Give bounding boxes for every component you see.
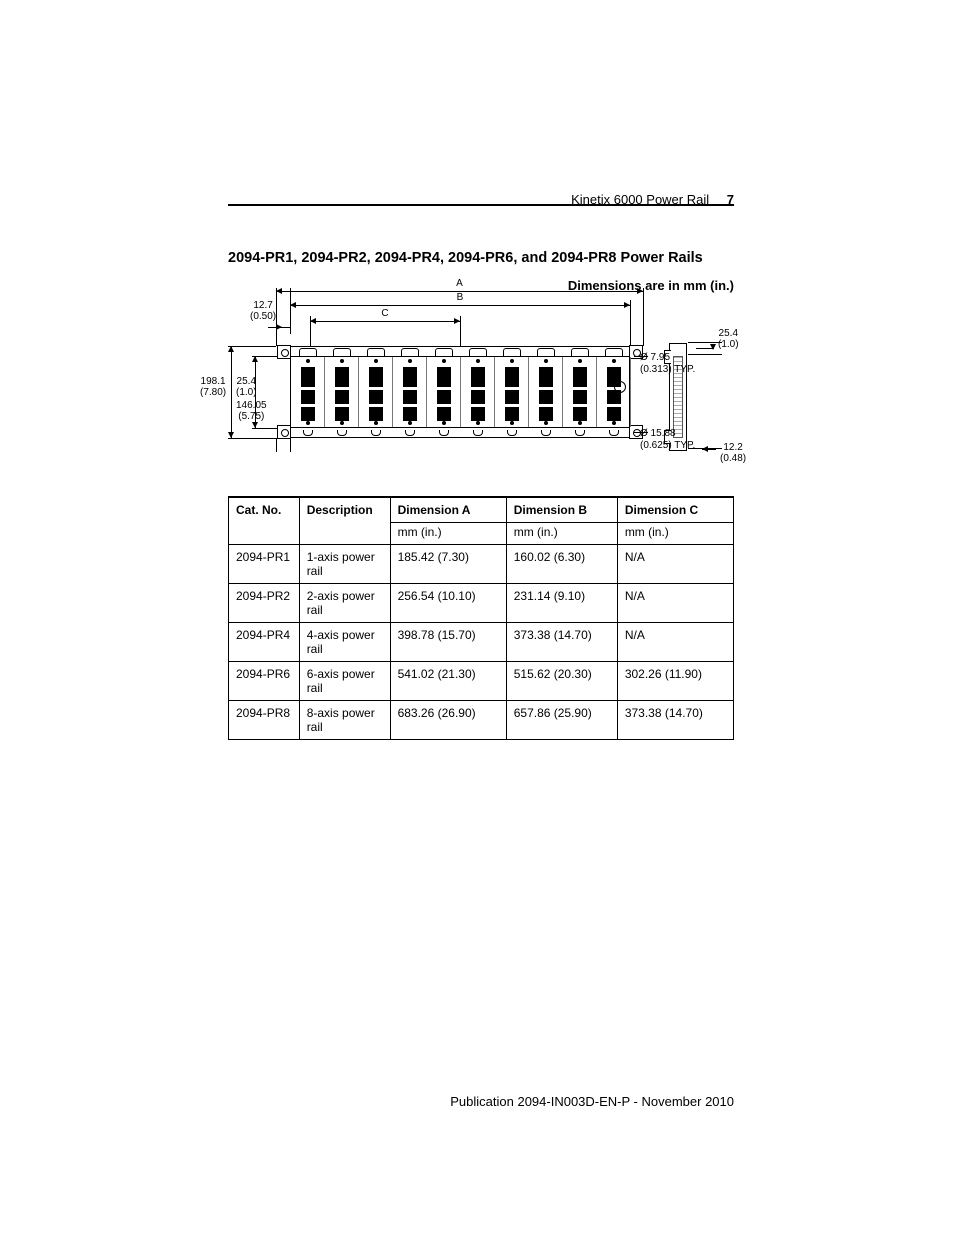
rail-slot — [325, 357, 359, 427]
rail-slot — [427, 357, 461, 427]
table-row: 2094-PR44-axis power rail398.78 (15.70)3… — [229, 623, 734, 662]
table-cell: 2094-PR2 — [229, 584, 300, 623]
table-cell: 4-axis power rail — [299, 623, 390, 662]
table-cell: 2-axis power rail — [299, 584, 390, 623]
table-subheader: mm (in.) — [506, 523, 617, 545]
table-cell: 256.54 (10.10) — [390, 584, 506, 623]
table-cell: N/A — [617, 584, 733, 623]
table-cell: N/A — [617, 623, 733, 662]
rail-slot — [597, 357, 631, 427]
table-cell: 373.38 (14.70) — [506, 623, 617, 662]
table-cell: 231.14 (9.10) — [506, 584, 617, 623]
dim-right-top-mm: 25.4 — [719, 328, 738, 339]
table-row: 2094-PR88-axis power rail683.26 (26.90)6… — [229, 701, 734, 740]
rail-slot — [359, 357, 393, 427]
table-cell: 185.42 (7.30) — [390, 545, 506, 584]
table-cell: 683.26 (26.90) — [390, 701, 506, 740]
table-cell: 6-axis power rail — [299, 662, 390, 701]
rail-slot — [291, 357, 325, 427]
publication-footer: Publication 2094-IN003D-EN-P - November … — [450, 1094, 734, 1109]
table-cell: 398.78 (15.70) — [390, 623, 506, 662]
rail-slot — [393, 357, 427, 427]
table-cell: 302.26 (11.90) — [617, 662, 733, 701]
table-cell: 2094-PR8 — [229, 701, 300, 740]
dim-c-label: C — [381, 308, 388, 319]
dim-right-bot-mm: 12.2 — [723, 442, 742, 453]
table-cell: N/A — [617, 545, 733, 584]
table-row: 2094-PR11-axis power rail185.42 (7.30)16… — [229, 545, 734, 584]
dimensions-table: Cat. No.DescriptionDimension ADimension … — [228, 496, 734, 740]
rail-body — [290, 346, 630, 438]
table-cell: 2094-PR6 — [229, 662, 300, 701]
hole-large-dia: Ø 15.88 — [640, 428, 676, 439]
dim-left-height-in: (7.80) — [200, 387, 226, 398]
hole-large-in: (0.625) TYP. — [640, 440, 695, 451]
table-cell: 160.02 (6.30) — [506, 545, 617, 584]
table-header: Dimension C — [617, 497, 733, 523]
table-cell: 373.38 (14.70) — [617, 701, 733, 740]
power-rail-diagram: A B C 12.7 (0.50) 198.1 (7.80) — [200, 288, 740, 468]
table-header: Dimension B — [506, 497, 617, 523]
rail-slot — [529, 357, 563, 427]
table-cell: 515.62 (20.30) — [506, 662, 617, 701]
dim-b-label: B — [457, 292, 464, 303]
table-cell: 657.86 (25.90) — [506, 701, 617, 740]
header-rule — [228, 204, 734, 206]
table-row: 2094-PR22-axis power rail256.54 (10.10)2… — [229, 584, 734, 623]
table-cell: 2094-PR4 — [229, 623, 300, 662]
table-header: Description — [299, 497, 390, 545]
table-header: Cat. No. — [229, 497, 300, 545]
table-subheader: mm (in.) — [390, 523, 506, 545]
table-cell: 2094-PR1 — [229, 545, 300, 584]
table-row: 2094-PR66-axis power rail541.02 (21.30)5… — [229, 662, 734, 701]
dim-left-mid-mm: 146.05 — [236, 400, 267, 411]
dim-right-bot-in: (0.48) — [720, 453, 746, 464]
rail-slot — [563, 357, 597, 427]
section-title: 2094-PR1, 2094-PR2, 2094-PR4, 2094-PR6, … — [228, 250, 703, 266]
dim-left-inner-mm: 25.4 — [237, 376, 256, 387]
dim-top-left-mm: 12.7 — [253, 300, 272, 311]
rail-slot — [495, 357, 529, 427]
table-cell: 541.02 (21.30) — [390, 662, 506, 701]
table-header: Dimension A — [390, 497, 506, 523]
dim-a-label: A — [456, 278, 463, 289]
dim-left-height-mm: 198.1 — [201, 376, 226, 387]
dim-left-mid-in: (5.75) — [238, 411, 264, 422]
rail-slot — [461, 357, 495, 427]
dim-left-inner-in: (1.0) — [236, 387, 257, 398]
table-cell: 1-axis power rail — [299, 545, 390, 584]
hole-small-dia: Ø 7.95 — [640, 352, 670, 363]
dim-top-left-in: (0.50) — [250, 311, 276, 322]
table-subheader: mm (in.) — [617, 523, 733, 545]
hole-small-in: (0.313) TYP. — [640, 364, 695, 375]
dim-right-top-in: (1.0) — [718, 339, 739, 350]
table-cell: 8-axis power rail — [299, 701, 390, 740]
